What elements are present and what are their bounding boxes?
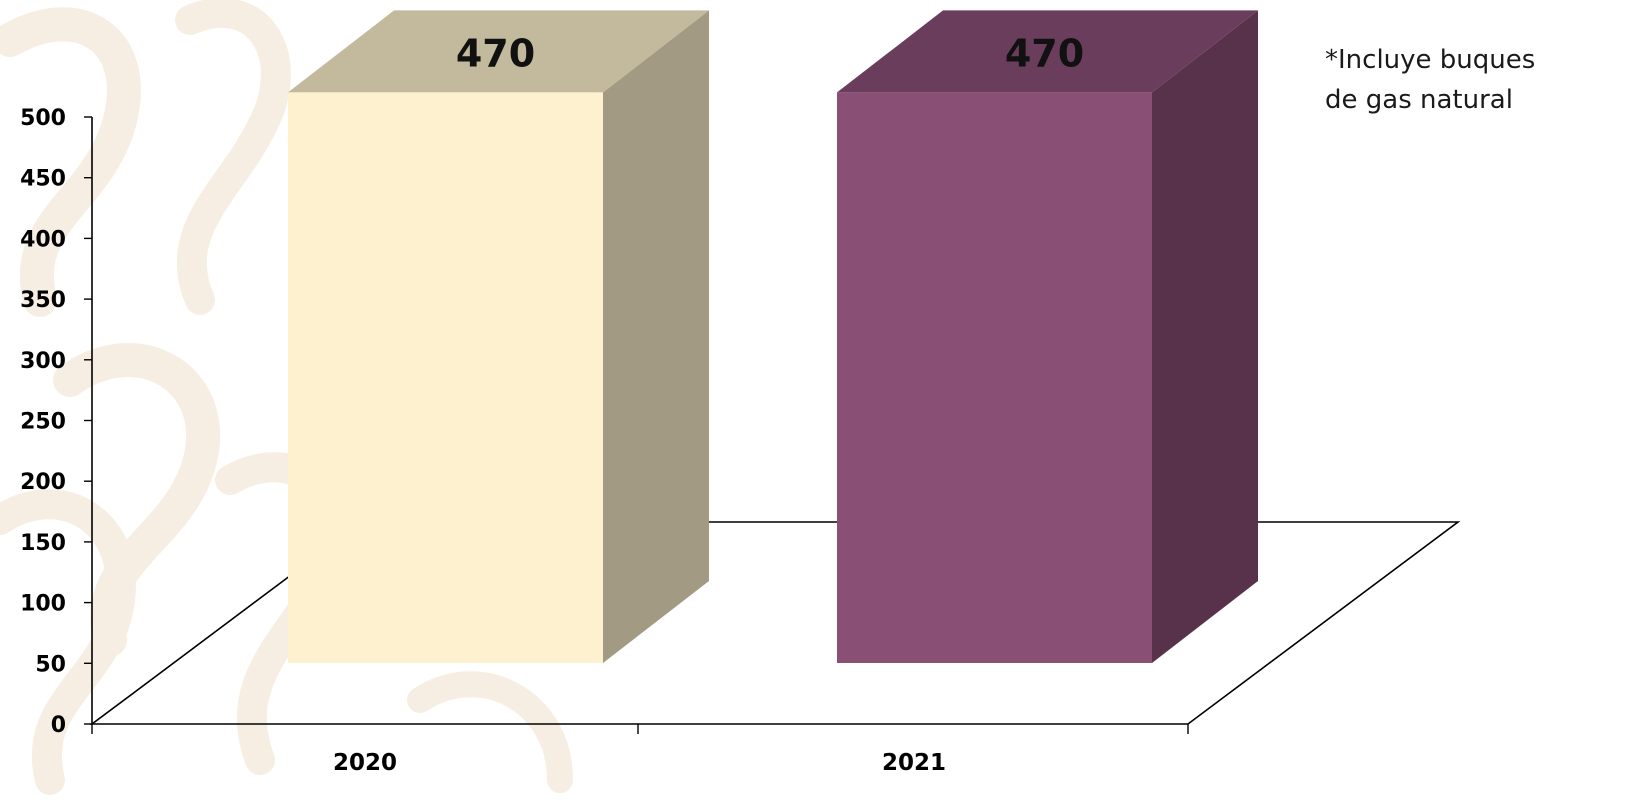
bar-2021 bbox=[837, 10, 1258, 664]
y-tick-label-250: 250 bbox=[20, 410, 66, 435]
floor-plane bbox=[89, 521, 1461, 725]
x-label-2020: 2020 bbox=[333, 750, 397, 776]
bar-2020 bbox=[288, 10, 709, 664]
x-axis-labels: 2020 2021 bbox=[333, 750, 946, 776]
bars bbox=[288, 10, 1258, 664]
bar-front-2020 bbox=[288, 92, 603, 664]
chart-floor bbox=[89, 521, 1461, 725]
data-label-2020: 470 bbox=[456, 31, 535, 75]
y-tick-label-200: 200 bbox=[20, 470, 66, 495]
annotation-line-2: de gas natural bbox=[1325, 85, 1513, 115]
y-tick-label-350: 350 bbox=[20, 288, 66, 313]
bar-side-2020 bbox=[603, 10, 709, 664]
y-tick-label-50: 50 bbox=[35, 652, 66, 677]
data-label-2021: 470 bbox=[1005, 31, 1084, 75]
y-tick-label-100: 100 bbox=[20, 592, 66, 617]
bar-top-2021 bbox=[837, 10, 1258, 93]
annotation-note: *Incluye buques de gas natural bbox=[1325, 45, 1535, 115]
data-labels: 470 470 bbox=[456, 31, 1084, 75]
bar-top-2020 bbox=[288, 10, 709, 93]
y-tick-label-150: 150 bbox=[20, 531, 66, 556]
y-tick-label-300: 300 bbox=[20, 349, 66, 374]
annotation-line-1: *Incluye buques bbox=[1325, 45, 1535, 75]
bar-front-2021 bbox=[837, 92, 1152, 664]
y-tick-label-0: 0 bbox=[51, 713, 66, 738]
y-tick-label-500: 500 bbox=[20, 106, 66, 131]
x-label-2021: 2021 bbox=[882, 750, 946, 776]
y-tick-label-450: 450 bbox=[20, 167, 66, 192]
bar-side-2021 bbox=[1152, 10, 1258, 664]
y-axis-ticks: 0 50 100 150 200 250 300 350 400 450 500 bbox=[20, 106, 1189, 738]
y-tick-label-400: 400 bbox=[20, 227, 66, 252]
